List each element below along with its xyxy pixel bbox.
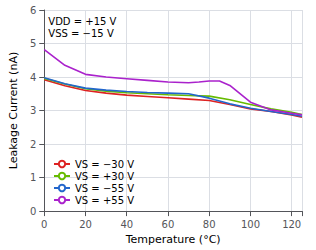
svg-text:5: 5 <box>30 38 36 49</box>
svg-text:40: 40 <box>120 219 133 230</box>
svg-text:VS = +55 V: VS = +55 V <box>75 195 134 206</box>
svg-text:3: 3 <box>30 105 36 116</box>
svg-text:1: 1 <box>30 172 36 183</box>
svg-text:2: 2 <box>30 139 36 150</box>
svg-text:60: 60 <box>162 219 175 230</box>
svg-text:VS = −55 V: VS = −55 V <box>75 183 134 194</box>
svg-text:80: 80 <box>203 219 216 230</box>
svg-text:4: 4 <box>30 72 36 83</box>
svg-text:VDD = +15 V: VDD = +15 V <box>48 16 116 27</box>
svg-text:0: 0 <box>30 206 36 217</box>
svg-text:VS = −30 V: VS = −30 V <box>75 159 134 170</box>
svg-text:120: 120 <box>282 219 301 230</box>
svg-text:VS = +30 V: VS = +30 V <box>75 171 134 182</box>
svg-text:20: 20 <box>79 219 92 230</box>
svg-text:0: 0 <box>41 219 47 230</box>
svg-text:100: 100 <box>241 219 260 230</box>
svg-text:Leakage Current (nA): Leakage Current (nA) <box>7 52 20 170</box>
svg-text:6: 6 <box>30 5 36 16</box>
svg-text:Temperature (°C): Temperature (°C) <box>125 233 221 246</box>
svg-text:VSS = −15 V: VSS = −15 V <box>48 28 114 39</box>
